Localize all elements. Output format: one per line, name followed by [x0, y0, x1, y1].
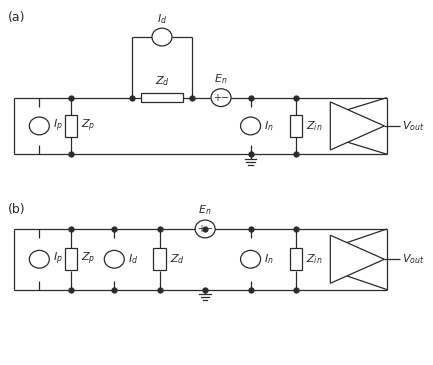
Text: $I_p$: $I_p$: [53, 118, 63, 134]
Circle shape: [29, 250, 49, 268]
Bar: [65, 115, 78, 137]
Text: −: −: [221, 93, 229, 103]
Text: $I_n$: $I_n$: [264, 252, 274, 266]
Text: $I_p$: $I_p$: [53, 251, 63, 268]
Text: $Z_p$: $Z_p$: [81, 251, 96, 268]
Text: $I_n$: $I_n$: [264, 119, 274, 133]
Text: $V_{out}$: $V_{out}$: [402, 119, 424, 133]
Text: $E_n$: $E_n$: [214, 72, 228, 85]
Bar: [290, 115, 302, 137]
Text: $I_d$: $I_d$: [157, 12, 167, 26]
Polygon shape: [330, 235, 385, 283]
Circle shape: [104, 250, 124, 268]
Bar: [141, 93, 183, 102]
Bar: [290, 248, 302, 270]
Text: $E_n$: $E_n$: [198, 203, 212, 217]
Text: $Z_d$: $Z_d$: [170, 252, 184, 266]
Text: $Z_{in}$: $Z_{in}$: [306, 252, 323, 266]
Text: +: +: [213, 93, 221, 103]
Polygon shape: [330, 102, 385, 150]
Text: $Z_{in}$: $Z_{in}$: [306, 119, 323, 133]
Bar: [65, 248, 78, 270]
Circle shape: [241, 117, 261, 135]
Circle shape: [152, 28, 172, 46]
Text: $V_{out}$: $V_{out}$: [402, 252, 424, 266]
Text: $Z_p$: $Z_p$: [81, 118, 96, 134]
Text: $Z_d$: $Z_d$: [155, 74, 169, 88]
Text: +: +: [197, 224, 205, 234]
Text: −: −: [205, 224, 213, 234]
Text: (a): (a): [7, 11, 25, 24]
Circle shape: [195, 220, 215, 238]
Circle shape: [241, 250, 261, 268]
Bar: [153, 248, 166, 270]
Circle shape: [29, 117, 49, 135]
Circle shape: [211, 89, 231, 107]
Text: $I_d$: $I_d$: [128, 252, 138, 266]
Text: (b): (b): [7, 203, 25, 216]
